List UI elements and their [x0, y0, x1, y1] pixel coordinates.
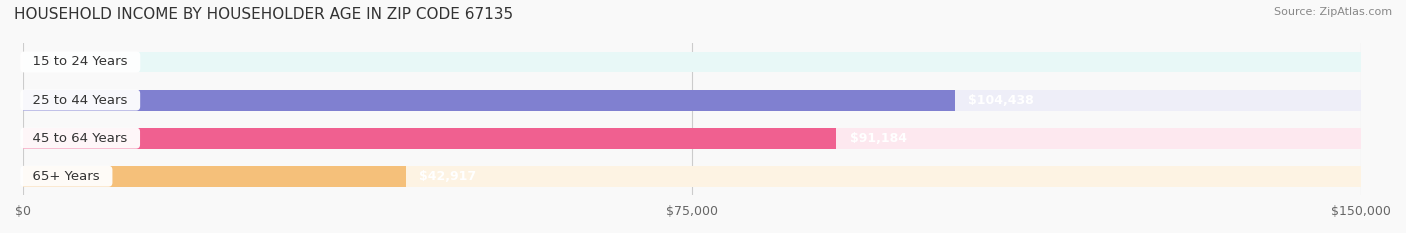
- Bar: [22, 166, 406, 187]
- Text: 25 to 44 Years: 25 to 44 Years: [24, 94, 136, 106]
- Text: $91,184: $91,184: [849, 132, 907, 145]
- Bar: [22, 128, 1361, 149]
- Bar: [22, 90, 955, 110]
- Text: Source: ZipAtlas.com: Source: ZipAtlas.com: [1274, 7, 1392, 17]
- Text: 45 to 64 Years: 45 to 64 Years: [24, 132, 136, 145]
- Text: 15 to 24 Years: 15 to 24 Years: [24, 55, 136, 69]
- Text: $104,438: $104,438: [967, 94, 1033, 106]
- Bar: [22, 51, 1361, 72]
- Bar: [22, 90, 1361, 110]
- Bar: [22, 128, 837, 149]
- Bar: [22, 166, 1361, 187]
- Text: $42,917: $42,917: [419, 170, 477, 183]
- Text: $0: $0: [37, 55, 52, 69]
- Text: 65+ Years: 65+ Years: [24, 170, 108, 183]
- Text: HOUSEHOLD INCOME BY HOUSEHOLDER AGE IN ZIP CODE 67135: HOUSEHOLD INCOME BY HOUSEHOLDER AGE IN Z…: [14, 7, 513, 22]
